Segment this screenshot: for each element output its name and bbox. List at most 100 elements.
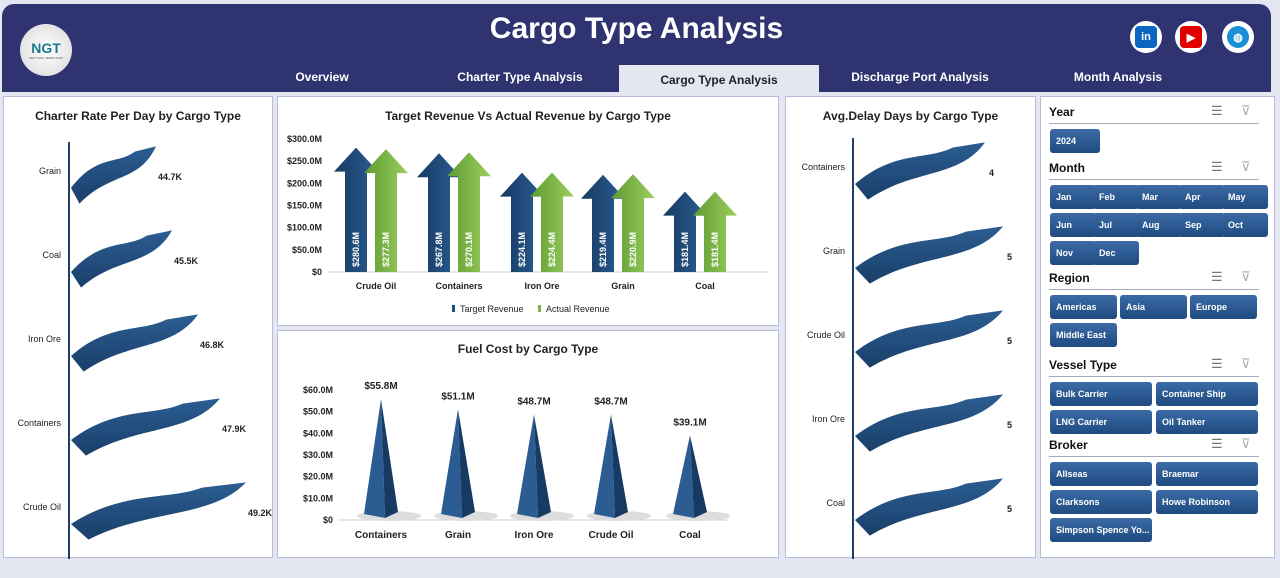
multi-select-icon[interactable]: ☰ bbox=[1211, 356, 1223, 371]
legend-swatch bbox=[452, 305, 455, 312]
data-label: $55.8M bbox=[364, 381, 397, 392]
bar bbox=[855, 478, 1003, 536]
slicer-item-month[interactable]: May bbox=[1222, 185, 1268, 209]
y-tick-label: $30.0M bbox=[303, 450, 333, 460]
data-label: 5 bbox=[1007, 420, 1012, 430]
data-label: 5 bbox=[1007, 252, 1012, 262]
bar-side bbox=[690, 435, 707, 518]
data-label: $267.8M bbox=[434, 232, 444, 267]
tab-discharge-port-analysis[interactable]: Discharge Port Analysis bbox=[851, 70, 989, 84]
bar bbox=[71, 146, 156, 204]
slicer-item-vessel-type[interactable]: LNG Carrier bbox=[1050, 410, 1152, 434]
slicer-item-region[interactable]: Europe bbox=[1190, 295, 1257, 319]
divider bbox=[1049, 123, 1259, 124]
arrow-bar bbox=[663, 191, 707, 272]
data-label: 4 bbox=[989, 168, 994, 178]
data-label: $181.4M bbox=[710, 232, 720, 267]
slicer-item-year[interactable]: 2024 bbox=[1050, 129, 1100, 153]
data-label: 47.9K bbox=[222, 424, 247, 434]
chart-title: Avg.Delay Days by Cargo Type bbox=[822, 109, 999, 123]
clear-filter-icon[interactable]: ⊽ bbox=[1241, 103, 1251, 118]
slicer-title-vessel-type: Vessel Type bbox=[1049, 358, 1117, 372]
tab-month-analysis[interactable]: Month Analysis bbox=[1073, 70, 1163, 84]
slicer-item-broker[interactable]: Braemar bbox=[1156, 462, 1258, 486]
bar bbox=[71, 314, 198, 372]
slicer-item-month[interactable]: Apr bbox=[1179, 185, 1225, 209]
clear-filter-icon[interactable]: ⊽ bbox=[1241, 436, 1251, 451]
website-button[interactable]: ◍ bbox=[1222, 21, 1254, 53]
data-label: 45.5K bbox=[174, 256, 199, 266]
chart-title: Charter Rate Per Day by Cargo Type bbox=[35, 109, 241, 123]
category-label: Coal bbox=[826, 498, 845, 508]
category-label: Iron Ore bbox=[28, 334, 61, 344]
slicer-item-month[interactable]: Oct bbox=[1222, 213, 1268, 237]
bar-side bbox=[458, 409, 475, 518]
category-label: Iron Ore bbox=[812, 414, 845, 424]
multi-select-icon[interactable]: ☰ bbox=[1211, 436, 1223, 451]
clear-filter-icon[interactable]: ⊽ bbox=[1241, 159, 1251, 174]
slicer-item-region[interactable]: Middle East bbox=[1050, 323, 1117, 347]
slicer-item-month[interactable]: Sep bbox=[1179, 213, 1225, 237]
slicer-item-vessel-type[interactable]: Bulk Carrier bbox=[1050, 382, 1152, 406]
slicer-item-month[interactable]: Aug bbox=[1136, 213, 1182, 237]
slicer-item-broker[interactable]: Clarksons bbox=[1050, 490, 1152, 514]
y-tick-label: $100.0M bbox=[287, 223, 322, 233]
divider bbox=[1049, 289, 1259, 290]
tab-overview[interactable]: Overview bbox=[295, 70, 349, 84]
category-label: Crude Oil bbox=[23, 502, 61, 512]
data-label: $270.1M bbox=[464, 232, 474, 267]
data-label: $224.4M bbox=[547, 232, 557, 267]
slicer-item-broker[interactable]: Allseas bbox=[1050, 462, 1152, 486]
slicer-item-month[interactable]: Nov bbox=[1050, 241, 1096, 265]
category-label: Grain bbox=[39, 166, 61, 176]
bar-side bbox=[534, 414, 551, 518]
category-label: Containers bbox=[435, 281, 482, 291]
category-label: Coal bbox=[679, 530, 701, 541]
chart-title: Fuel Cost by Cargo Type bbox=[457, 342, 599, 356]
clear-filter-icon[interactable]: ⊽ bbox=[1241, 269, 1251, 284]
linkedin-button[interactable]: in bbox=[1130, 21, 1162, 53]
bar-side bbox=[381, 399, 398, 518]
youtube-button[interactable]: ▶ bbox=[1175, 21, 1207, 53]
slicer-item-month[interactable]: Jan bbox=[1050, 185, 1096, 209]
charter-rate-panel: Charter Rate Per Day by Cargo Type Grain… bbox=[3, 96, 273, 559]
multi-select-icon[interactable]: ☰ bbox=[1211, 159, 1223, 174]
slicer-item-month[interactable]: Mar bbox=[1136, 185, 1182, 209]
slicer-title-broker: Broker bbox=[1049, 438, 1088, 452]
data-label: $277.3M bbox=[381, 232, 391, 267]
page-title: Cargo Type Analysis bbox=[489, 12, 784, 45]
arrow-bar bbox=[693, 191, 737, 272]
tab-charter-type-analysis[interactable]: Charter Type Analysis bbox=[457, 70, 583, 84]
slicer-item-broker[interactable]: Howe Robinson bbox=[1156, 490, 1258, 514]
slicer-item-region[interactable]: Asia bbox=[1120, 295, 1187, 319]
bar-side bbox=[611, 414, 628, 518]
fuel-cost-chart: $0 $10.0M $20.0M $30.0M $40.0M $50.0M $60.0M $5… bbox=[303, 381, 730, 541]
category-label: Crude Oil bbox=[807, 330, 845, 340]
clear-filter-icon[interactable]: ⊽ bbox=[1241, 356, 1251, 371]
bar bbox=[673, 435, 694, 518]
slicer-item-region[interactable]: Americas bbox=[1050, 295, 1117, 319]
slicer-item-vessel-type[interactable]: Container Ship bbox=[1156, 382, 1258, 406]
data-label: 46.8K bbox=[200, 340, 225, 350]
slicer-item-month[interactable]: Dec bbox=[1093, 241, 1139, 265]
tab-cargo-type-analysis[interactable]: Cargo Type Analysis bbox=[619, 65, 819, 95]
slicer-panel: Year ☰ ⊽ 2024 Month ☰ ⊽ Jan Feb Mar Apr May Jun Jul Au… bbox=[1040, 96, 1275, 558]
multi-select-icon[interactable]: ☰ bbox=[1211, 103, 1223, 118]
slicer-item-broker[interactable]: Simpson Spence Yo... bbox=[1050, 518, 1152, 542]
slicer-item-month[interactable]: Feb bbox=[1093, 185, 1139, 209]
header: NGT NEXT GEN TEMPLATES Cargo Type Analysi… bbox=[2, 4, 1271, 95]
chart-title: Target Revenue Vs Actual Revenue by Carg… bbox=[385, 109, 671, 123]
multi-select-icon[interactable]: ☰ bbox=[1211, 269, 1223, 284]
y-tick-label: $40.0M bbox=[303, 428, 333, 438]
arrow-bar bbox=[417, 153, 461, 272]
slicer-item-month[interactable]: Jul bbox=[1093, 213, 1139, 237]
y-tick-label: $50.0M bbox=[303, 407, 333, 417]
slicer-item-vessel-type[interactable]: Oil Tanker bbox=[1156, 410, 1258, 434]
linkedin-icon: in bbox=[1135, 26, 1157, 48]
bar bbox=[855, 310, 1003, 368]
youtube-icon: ▶ bbox=[1180, 26, 1202, 48]
slicer-item-month[interactable]: Jun bbox=[1050, 213, 1096, 237]
bar bbox=[71, 230, 172, 288]
y-tick-label: $20.0M bbox=[303, 472, 333, 482]
category-label: Containers bbox=[801, 162, 845, 172]
